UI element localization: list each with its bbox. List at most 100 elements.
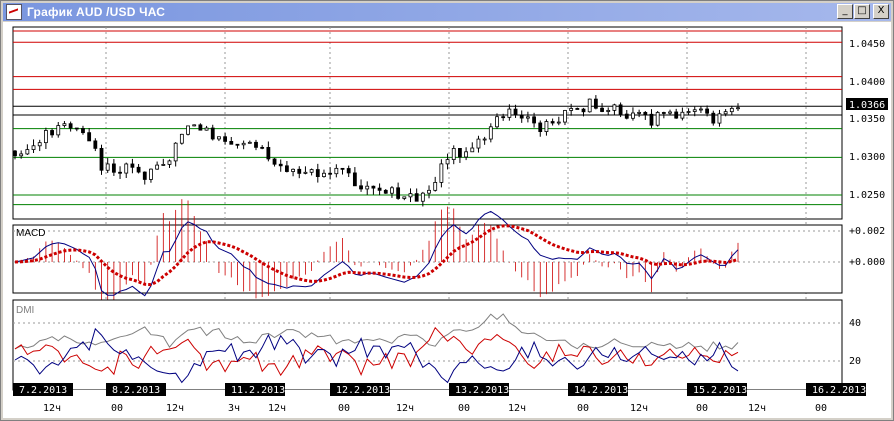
candle-body bbox=[600, 107, 604, 112]
date-label: 16.2.2013 bbox=[812, 385, 866, 396]
candle-body bbox=[167, 160, 172, 165]
candle-body bbox=[155, 164, 160, 170]
candle-body bbox=[43, 130, 48, 144]
candle-body bbox=[217, 136, 221, 140]
candle-body bbox=[62, 123, 67, 126]
candle-body bbox=[427, 189, 431, 194]
candle-body bbox=[587, 98, 592, 113]
candle-body bbox=[699, 108, 703, 111]
candle-body bbox=[56, 125, 61, 136]
candles bbox=[13, 95, 740, 207]
candle-body bbox=[161, 164, 166, 166]
candle-body bbox=[476, 138, 481, 149]
maximize-button[interactable]: □ bbox=[854, 4, 870, 19]
candle-body bbox=[402, 196, 407, 199]
candle-body bbox=[328, 172, 333, 175]
candle-body bbox=[420, 192, 425, 202]
date-badge bbox=[449, 383, 509, 396]
hour-labels: 12ч 00 12ч 3ч 12ч 00 12ч 00 12ч 00 12ч 00 12ч 00 bbox=[43, 403, 827, 414]
candle-body bbox=[359, 185, 363, 190]
candle-body bbox=[723, 111, 728, 115]
dmi-grid bbox=[13, 322, 842, 362]
candle-body bbox=[445, 159, 450, 165]
candle-body bbox=[278, 163, 283, 167]
candle-body bbox=[260, 146, 265, 149]
current-price-badge bbox=[846, 98, 888, 110]
chart-canvas[interactable]: 1.0450 1.0400 1.0350 1.0300 1.0250 1.036… bbox=[3, 22, 891, 418]
candle-body bbox=[668, 111, 672, 114]
candle-body bbox=[433, 182, 438, 191]
candle-body bbox=[519, 114, 524, 119]
macd-signal-line bbox=[14, 224, 739, 287]
candle-body bbox=[575, 108, 580, 110]
candle-body bbox=[111, 163, 116, 173]
candle-body bbox=[334, 167, 339, 175]
dmi-tick: 40 bbox=[849, 318, 861, 329]
candle-body bbox=[736, 107, 740, 110]
candle-body bbox=[192, 124, 197, 127]
candle-body bbox=[352, 172, 357, 187]
chart-area[interactable]: 1.0450 1.0400 1.0350 1.0300 1.0250 1.036… bbox=[3, 22, 891, 418]
candle-body bbox=[692, 109, 697, 112]
title-bar[interactable]: График AUD /USD ЧАС _ □ X bbox=[3, 3, 891, 21]
candle-body bbox=[322, 172, 326, 177]
candle-body bbox=[470, 147, 475, 153]
candle-body bbox=[247, 141, 252, 144]
price-tick: 1.0450 bbox=[849, 39, 885, 50]
hour-label: 3ч bbox=[228, 403, 240, 414]
date-label: 11.2.2013 bbox=[231, 385, 285, 396]
candle-body bbox=[544, 121, 549, 132]
candle-body bbox=[142, 171, 147, 180]
candle-body bbox=[179, 133, 184, 144]
dmi-tick: 20 bbox=[849, 356, 861, 367]
hour-label: 00 bbox=[577, 403, 589, 414]
macd-panel bbox=[12, 224, 843, 294]
close-button[interactable]: X bbox=[873, 4, 889, 19]
candle-body bbox=[81, 128, 85, 134]
candle-body bbox=[204, 127, 209, 131]
candle-body bbox=[581, 108, 586, 113]
candle-body bbox=[118, 171, 122, 174]
candle-body bbox=[254, 141, 258, 148]
price-tick: 1.0400 bbox=[849, 77, 885, 88]
candle-body bbox=[377, 187, 382, 191]
hour-label: 12ч bbox=[166, 403, 184, 414]
candle-body bbox=[266, 147, 271, 160]
candle-body bbox=[303, 171, 308, 174]
candle-body bbox=[99, 147, 104, 171]
candle-body bbox=[717, 113, 722, 124]
candle-body bbox=[501, 116, 506, 119]
hour-label: 00 bbox=[111, 403, 123, 414]
candle-body bbox=[538, 122, 543, 132]
candle-body bbox=[149, 168, 153, 180]
candle-body bbox=[464, 151, 469, 158]
price-axis: 1.0450 1.0400 1.0350 1.0300 1.0250 bbox=[849, 39, 885, 201]
candle-body bbox=[513, 108, 518, 116]
candle-body bbox=[124, 163, 129, 174]
candle-body bbox=[563, 110, 567, 123]
macd-line bbox=[14, 210, 739, 297]
dmi-adx-line bbox=[14, 313, 739, 353]
candle-body bbox=[87, 132, 92, 142]
hour-label: 12ч bbox=[630, 403, 648, 414]
candle-body bbox=[532, 116, 536, 124]
candle-body bbox=[315, 169, 320, 177]
minimize-button[interactable]: _ bbox=[837, 4, 853, 19]
macd-tick: +0.000 bbox=[849, 257, 885, 268]
date-label: 15.2.2013 bbox=[693, 385, 747, 396]
candle-body bbox=[488, 126, 493, 140]
hour-label: 00 bbox=[696, 403, 708, 414]
hour-label: 00 bbox=[338, 403, 350, 414]
hour-label: 12ч bbox=[748, 403, 766, 414]
candle-body bbox=[556, 121, 561, 124]
candle-body bbox=[507, 108, 512, 118]
candle-body bbox=[13, 150, 17, 157]
candle-body bbox=[661, 112, 666, 114]
candle-body bbox=[705, 108, 710, 114]
hour-label: 12ч bbox=[43, 403, 61, 414]
candle-body bbox=[173, 142, 178, 162]
macd-tick: +0.002 bbox=[849, 226, 885, 237]
candle-body bbox=[655, 112, 660, 126]
candle-body bbox=[729, 107, 734, 113]
